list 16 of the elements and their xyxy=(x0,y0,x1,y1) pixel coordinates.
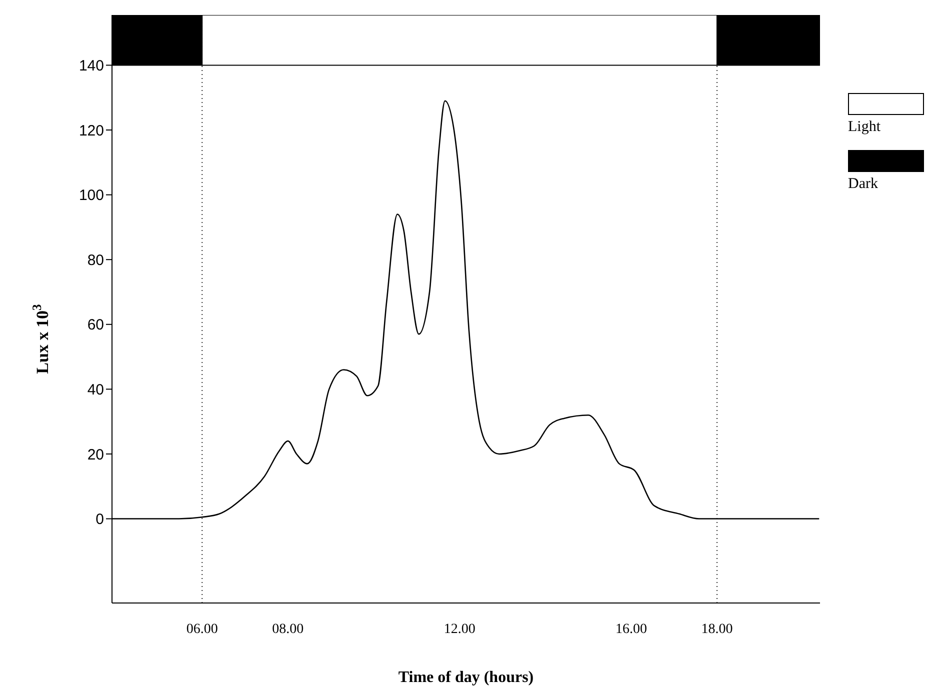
y-tick-label: 100 xyxy=(78,187,104,204)
y-tick-label: 140 xyxy=(78,58,104,75)
y-tick-label: 80 xyxy=(87,252,104,269)
legend-label: Dark xyxy=(848,176,879,193)
y-tick-label: 20 xyxy=(87,446,104,464)
x-tick-label: 18.00 xyxy=(701,622,733,637)
x-tick-label: 12.00 xyxy=(444,622,476,637)
y-tick-label: 60 xyxy=(87,316,104,334)
x-axis-title: Time of day (hours) xyxy=(398,669,534,686)
legend-label: Light xyxy=(848,119,882,136)
y-tick-label: 0 xyxy=(96,511,104,528)
y-tick-label: 120 xyxy=(78,122,104,140)
x-tick-label: 16.00 xyxy=(615,622,647,637)
x-tick-label: 08.00 xyxy=(272,622,304,637)
y-tick-label: 40 xyxy=(87,382,104,399)
x-tick-label: 06.00 xyxy=(186,622,218,637)
